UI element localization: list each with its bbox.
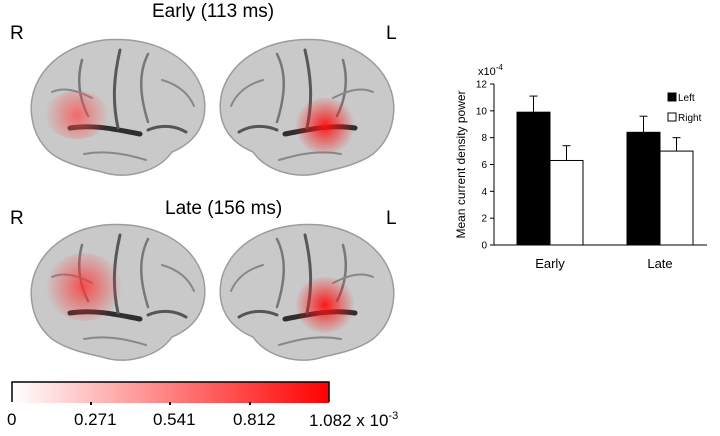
bar-left-early bbox=[516, 111, 551, 246]
late-left-hemisphere-label: L bbox=[386, 208, 397, 229]
colorbar-gradient bbox=[12, 382, 329, 403]
y-axis-label: Mean current density power bbox=[454, 90, 468, 238]
y-tick-label: 8 bbox=[481, 133, 487, 144]
late-panel-title: Late (156 ms) bbox=[165, 198, 283, 219]
colorbar-frame bbox=[11, 381, 330, 402]
colorbar-scale-multiplier: x 10-3 bbox=[356, 410, 399, 430]
bar-right-early bbox=[549, 159, 584, 246]
early-panel-title: Early (113 ms) bbox=[152, 1, 275, 22]
colorbar-tick-label-0: 0 bbox=[7, 410, 17, 429]
late-right-hemisphere-label: R bbox=[10, 208, 24, 229]
colorbar-tick-label-3: 0.812 bbox=[233, 410, 276, 429]
early-right-hemisphere-label: R bbox=[10, 23, 24, 44]
brain-image-early-right-hemisphere bbox=[30, 38, 206, 176]
colorbar-tick-label-4: 1.082 x 10-3 bbox=[309, 410, 398, 431]
y-tick-label: 6 bbox=[481, 160, 487, 171]
brain-image-late-left-hemisphere bbox=[219, 223, 395, 361]
y-axis-scale-exponent: -4 bbox=[496, 63, 504, 72]
colorbar-tick-label-2: 0.541 bbox=[153, 410, 196, 429]
legend-label-right: Right bbox=[678, 113, 702, 124]
legend-swatch-right bbox=[667, 112, 677, 122]
colorbar-tick-label-1: 0.271 bbox=[74, 410, 117, 429]
colorbar-max-value: 1.082 bbox=[309, 411, 352, 430]
early-left-hemisphere-label: L bbox=[386, 23, 397, 44]
y-tick-label: 10 bbox=[476, 106, 488, 117]
x-category-label: Late bbox=[647, 256, 672, 271]
colorbar-scale-exponent: -3 bbox=[388, 410, 399, 422]
colorbar bbox=[11, 381, 330, 405]
legend-swatch-left bbox=[667, 92, 677, 102]
bar-left-late bbox=[626, 131, 661, 246]
y-tick-label: 2 bbox=[481, 214, 487, 225]
bar-right-late bbox=[659, 150, 694, 246]
x-category-label: Early bbox=[535, 256, 565, 271]
current-density-bar-chart: 0 2 4 6 8 10 12 Mean current density power x10-4… bbox=[454, 63, 707, 271]
y-tick-label: 0 bbox=[481, 241, 487, 252]
y-tick-label: 12 bbox=[476, 80, 488, 91]
y-tick-label: 4 bbox=[481, 187, 487, 198]
legend-label-left: Left bbox=[678, 93, 695, 104]
brain-image-late-right-hemisphere bbox=[30, 223, 206, 361]
y-axis-scale-note: x10-4 bbox=[478, 63, 503, 78]
brain-image-early-left-hemisphere bbox=[219, 38, 395, 176]
